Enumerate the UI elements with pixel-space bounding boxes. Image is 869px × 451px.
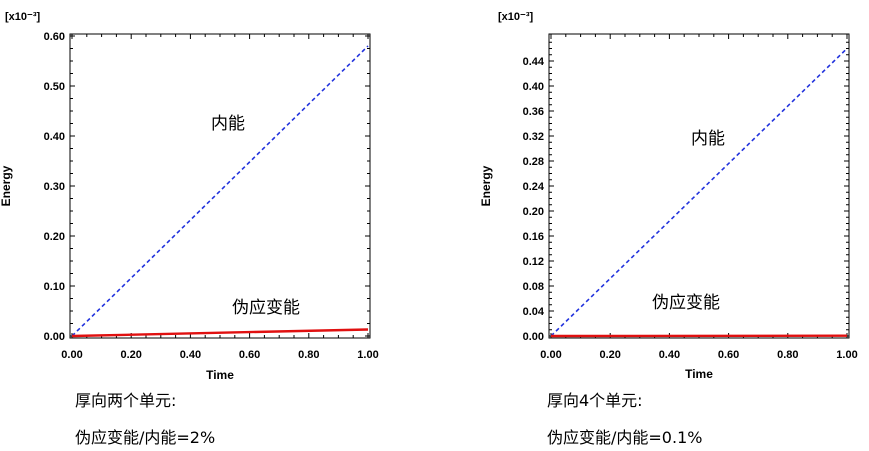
y-tick-label: 0.04 bbox=[523, 306, 545, 318]
y-tick-label: 0.00 bbox=[44, 331, 65, 343]
caption-right-line2: 伪应变能/内能=0.1% bbox=[547, 428, 703, 447]
y-tick-label: 0.24 bbox=[523, 181, 545, 193]
x-tick-label: 0.60 bbox=[718, 349, 739, 361]
x-tick-label: 0.20 bbox=[599, 349, 620, 361]
x-tick-label: 0.40 bbox=[659, 349, 680, 361]
y-axis-label: Energy bbox=[479, 165, 493, 206]
series-label-internal-energy: 内能 bbox=[211, 114, 245, 134]
x-tick-label: 0.20 bbox=[120, 349, 141, 361]
series-line-internal-energy bbox=[71, 45, 369, 337]
series-line-internal-energy bbox=[550, 47, 848, 337]
y-tick-label: 0.10 bbox=[44, 281, 65, 293]
x-axis-label: Time bbox=[685, 367, 713, 381]
y-tick-label: 0.50 bbox=[44, 81, 65, 93]
y-axis-label: Energy bbox=[0, 165, 13, 206]
series-label-internal-energy: 内能 bbox=[691, 129, 725, 149]
caption-left-line1: 厚向两个单元: bbox=[75, 391, 177, 410]
series-line-pseudo-strain-energy bbox=[71, 328, 369, 338]
caption-right-line1: 厚向4个单元: bbox=[547, 391, 643, 410]
caption-left-line2: 伪应变能/内能=2% bbox=[75, 428, 216, 447]
series-label-pseudo-strain-energy: 伪应变能 bbox=[232, 298, 300, 318]
y-tick-label: 0.16 bbox=[523, 231, 544, 243]
y-tick-label: 0.60 bbox=[44, 31, 65, 43]
y-tick-label: 0.12 bbox=[523, 256, 544, 268]
y-tick-label: 0.00 bbox=[523, 331, 544, 343]
y-tick-label: 0.44 bbox=[523, 56, 545, 68]
y-tick-label: 0.20 bbox=[523, 206, 544, 218]
plot-frame bbox=[69, 33, 371, 339]
y-tick-label: 0.20 bbox=[44, 231, 65, 243]
y-tick-label: 0.36 bbox=[523, 106, 544, 118]
y-tick-label: 0.40 bbox=[44, 131, 65, 143]
x-tick-label: 0.80 bbox=[298, 349, 319, 361]
y-tick-label: 0.08 bbox=[523, 281, 544, 293]
x-tick-label: 0.40 bbox=[180, 349, 201, 361]
y-tick-label: 0.28 bbox=[523, 156, 544, 168]
x-tick-label: 0.00 bbox=[540, 349, 561, 361]
chart-1: 0.00 0.10 0.20 0.30 0.40 0.50 0.60 0.00 0.20 0.40… bbox=[0, 11, 379, 382]
y-tick-label: 0.30 bbox=[44, 181, 65, 193]
x-tick-label: 1.00 bbox=[836, 349, 857, 361]
x-tick-label: 1.00 bbox=[357, 349, 378, 361]
x-tick-label: 0.80 bbox=[777, 349, 798, 361]
x-tick-label: 0.60 bbox=[239, 349, 260, 361]
chart-2: 0.00 0.04 0.08 0.12 0.16 0.20 0.24 0.28 0.32 0.36… bbox=[479, 11, 858, 381]
y-scale-label: [x10⁻³] bbox=[5, 11, 40, 23]
x-tick-label: 0.00 bbox=[61, 349, 82, 361]
series-label-pseudo-strain-energy: 伪应变能 bbox=[652, 293, 720, 313]
y-tick-label: 0.40 bbox=[523, 81, 544, 93]
y-tick-label: 0.32 bbox=[523, 131, 544, 143]
x-axis-label: Time bbox=[206, 368, 234, 382]
y-scale-label: [x10⁻³] bbox=[498, 11, 533, 23]
